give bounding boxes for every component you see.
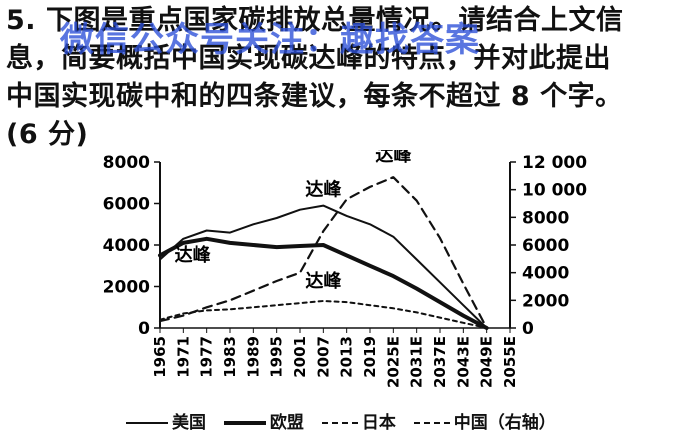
x-tick-label: 2055E: [501, 336, 519, 388]
legend-label-jp: 日本: [361, 413, 396, 433]
x-tick-label: 2031E: [408, 336, 426, 388]
x-tick-label: 2049E: [478, 336, 496, 388]
y-left-tick-label: 2000: [103, 278, 150, 298]
x-tick-label: 2037E: [431, 336, 449, 388]
question-line-1: 5. 下图是重点国家碳排放总量情况。请结合上文信: [6, 5, 624, 36]
y-right-tick-label: 2000: [522, 291, 569, 311]
legend-label-cn: 中国（右轴）: [453, 413, 556, 433]
legend-item-jp: 日本: [321, 408, 396, 433]
y-right-tick-label: 12 000: [522, 153, 587, 173]
legend-item-us: 美国: [126, 408, 206, 433]
y-left-tick-label: 4000: [103, 236, 150, 256]
series-line-3: [158, 176, 488, 330]
carbon-emission-chart: 8000 6000 4000 2000 0 12 000 10 000 8000 6000 400…: [0, 144, 700, 440]
y-right-tick-label: 0: [522, 319, 534, 339]
question-line-2: 息，简要概括中国实现碳达峰的特点，并对此提出: [6, 43, 611, 74]
peak-label: 达峰: [305, 179, 342, 201]
x-tick-label: 2025E: [384, 336, 402, 388]
y-right-tick-label: 8000: [522, 208, 569, 228]
peak-label: 达峰: [305, 270, 342, 292]
x-tick-label: 2013: [338, 336, 356, 378]
watermark-text: 微信公众号关注：趣找答案: [60, 20, 480, 60]
legend-swatch-cn: [413, 422, 450, 424]
y-left-tick-label: 6000: [103, 195, 150, 215]
x-tick-label: 1977: [198, 336, 216, 378]
series-line-0: [159, 204, 488, 329]
x-tick-label: 1995: [268, 336, 286, 378]
legend-swatch-eu: [223, 421, 266, 425]
legend-swatch-jp: [321, 422, 358, 424]
y-right-tick-label: 6000: [522, 236, 569, 256]
question-line-3: 中国实现碳中和的四条建议，每条不超过 8 个字。: [6, 81, 623, 112]
x-tick-label: 2043E: [454, 336, 472, 388]
y-left-tick-label: 0: [138, 319, 150, 339]
x-tick-label: 1983: [221, 336, 239, 378]
series-line-1: [158, 236, 489, 330]
x-tick-label: 1965: [151, 336, 169, 378]
peak-label: 达峰: [175, 244, 212, 266]
legend-item-eu: 欧盟: [223, 408, 304, 433]
chart-svg: 8000 6000 4000 2000 0 12 000 10 000 8000 6000 400…: [103, 144, 588, 388]
x-tick-label: 2001: [291, 336, 309, 378]
legend-item-cn: 中国（右轴）: [413, 408, 556, 433]
legend-swatch-us: [126, 422, 168, 424]
y-right-tick-label: 10 000: [522, 181, 587, 201]
x-tick-label: 1971: [174, 336, 192, 378]
series-line-2: [159, 300, 488, 329]
x-tick-label: 1989: [244, 336, 262, 378]
x-tick-label: 2007: [314, 336, 332, 378]
legend-label-eu: 欧盟: [269, 413, 304, 433]
legend-label-us: 美国: [172, 413, 206, 433]
y-left-tick-label: 8000: [103, 153, 150, 173]
peak-label: 达峰: [375, 150, 412, 166]
question-text: 5. 下图是重点国家碳排放总量情况。请结合上文信 息，简要概括中国实现碳达峰的特…: [6, 2, 696, 154]
y-right-tick-label: 4000: [522, 264, 569, 284]
question-line-4: (6 分): [6, 119, 89, 150]
chart-legend: 美国 欧盟 日本 中国（右轴）: [126, 408, 568, 433]
x-tick-label: 2019: [361, 336, 379, 378]
